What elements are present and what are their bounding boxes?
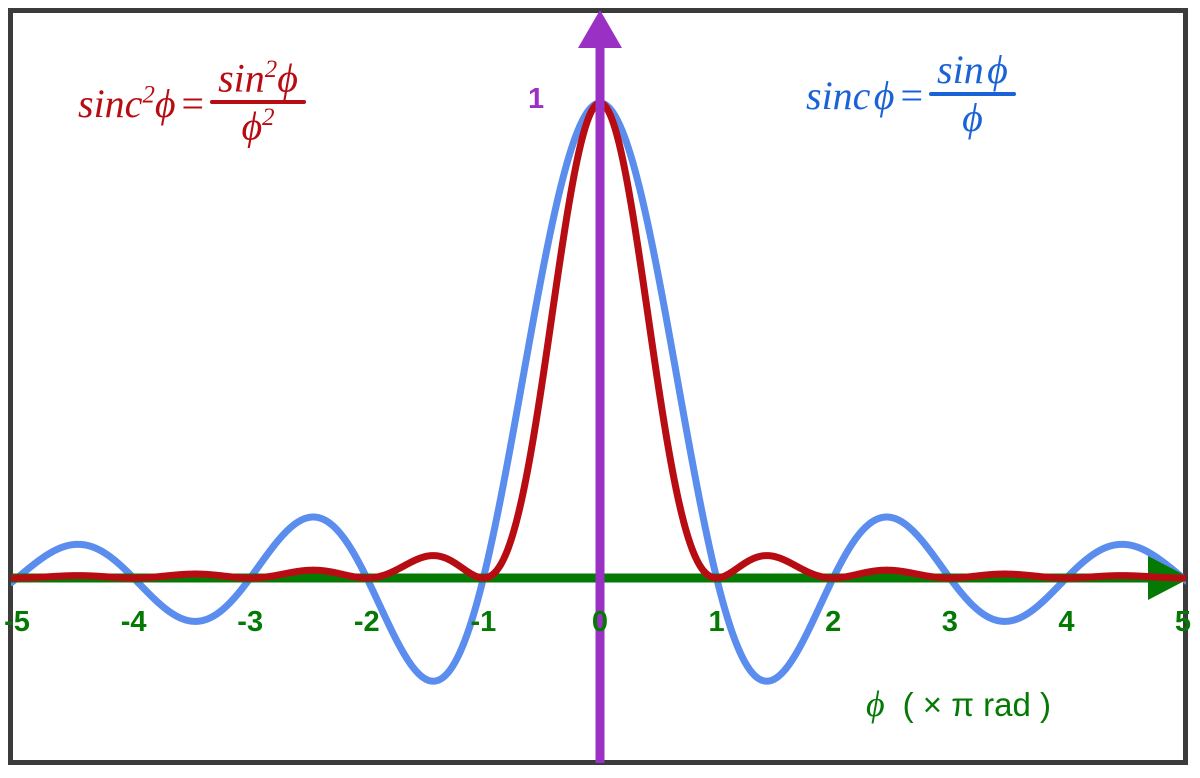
x-tick-label-neg5: -5 xyxy=(4,606,30,638)
formula-blue-fraction-bar xyxy=(929,92,1016,96)
formula-blue-lhs: sinc ϕ xyxy=(806,73,895,118)
y-axis-arrowhead xyxy=(578,11,622,48)
x-tick-label-3: 3 xyxy=(941,606,958,638)
formula-red-denominator: ϕ2 xyxy=(241,103,275,149)
formula-red-numerator: sin2ϕ xyxy=(218,55,298,101)
x-tick-label-neg2: -2 xyxy=(353,606,380,638)
x-tick-label-0: 0 xyxy=(591,606,609,638)
formula-red-fraction: sin2ϕ ϕ2 xyxy=(210,55,306,149)
x-tick-label-neg3: -3 xyxy=(237,606,264,638)
sinc-squared-formula: sinc2ϕ = sin2ϕ ϕ2 xyxy=(78,55,306,149)
formula-blue-equals: = xyxy=(900,73,924,118)
x-axis-title-unit: ( × π rad ) xyxy=(902,686,1052,723)
x-tick-label-1: 1 xyxy=(708,606,725,638)
x-tick-label-neg4: -4 xyxy=(120,606,147,638)
x-tick-label-2: 2 xyxy=(825,606,842,638)
formula-red-lhs: sinc2ϕ xyxy=(78,81,176,127)
x-axis-title: ϕ ( × π rad ) xyxy=(866,686,1051,722)
x-tick-label-4: 4 xyxy=(1058,606,1075,638)
x-tick-label-neg1: -1 xyxy=(470,606,497,638)
formula-red-fraction-bar xyxy=(210,100,306,105)
formula-red-equals: = xyxy=(181,81,205,127)
x-axis-title-symbol: ϕ xyxy=(866,684,885,724)
y-axis-peak-label: 1 xyxy=(528,83,545,115)
formula-blue-numerator: sin ϕ xyxy=(937,47,1008,92)
formula-blue-denominator: ϕ xyxy=(962,95,983,140)
x-tick-label-5: 5 xyxy=(1174,606,1192,638)
